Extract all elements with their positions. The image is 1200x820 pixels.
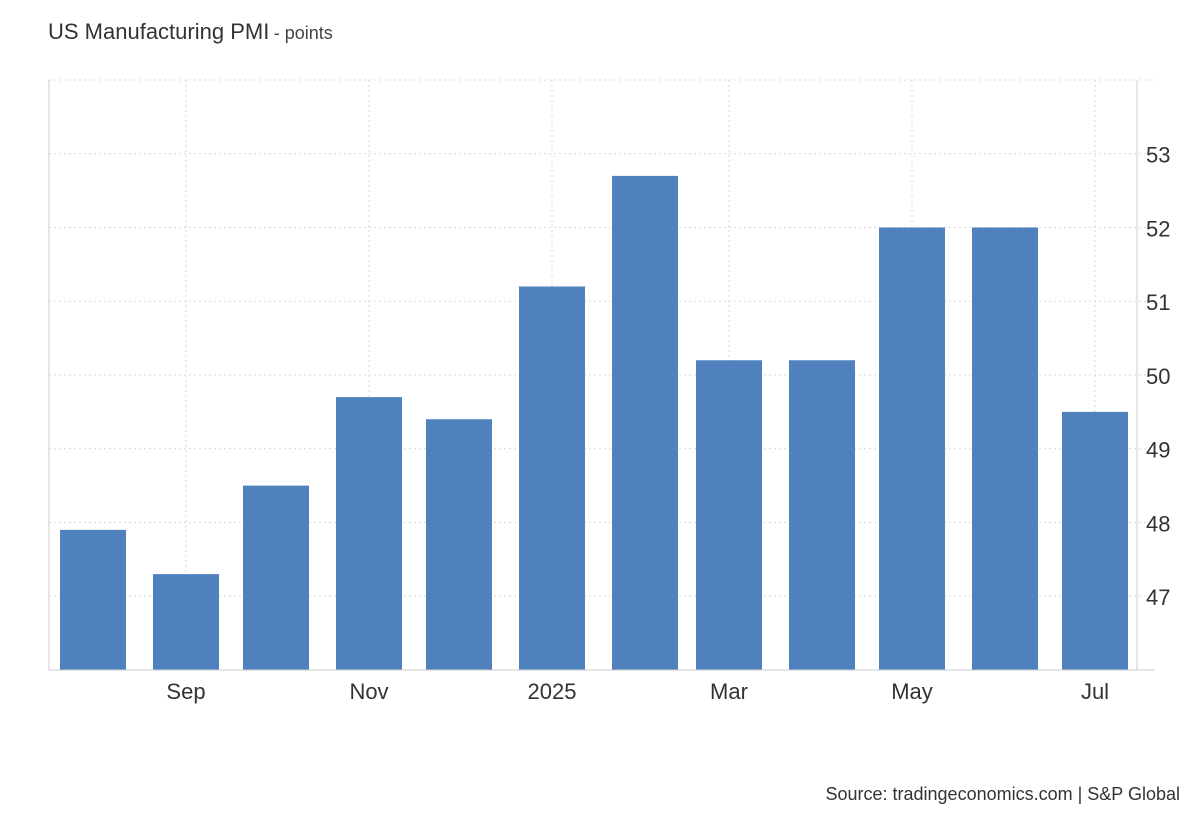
chart-header: US Manufacturing PMI - points (48, 19, 333, 45)
chart-unit-label: - points (273, 23, 333, 43)
x-tick-label: May (891, 679, 933, 704)
bar-2025-01 (519, 286, 585, 670)
x-tick-label: 2025 (528, 679, 577, 704)
y-tick-label: 49 (1146, 438, 1170, 463)
bar-layer (60, 175, 1128, 670)
bar-2024-08 (60, 529, 126, 670)
x-tick-label: Sep (166, 679, 205, 704)
y-tick-label: 51 (1146, 290, 1170, 315)
source-attribution: Source: tradingeconomics.com | S&P Globa… (825, 784, 1180, 804)
bar-2024-12 (426, 419, 492, 670)
bar-2025-07 (1062, 411, 1128, 670)
y-tick-label: 52 (1146, 216, 1170, 241)
x-tick-label: Mar (710, 679, 748, 704)
bar-2025-03 (696, 360, 762, 670)
bar-2024-09 (153, 574, 219, 670)
axis-layer (48, 80, 1155, 671)
y-tick-label: 48 (1146, 511, 1170, 536)
y-tick-label: 50 (1146, 364, 1170, 389)
x-tick-label: Nov (349, 679, 388, 704)
bar-2025-05 (879, 227, 945, 670)
bar-2024-10 (243, 485, 309, 670)
y-tick-label: 53 (1146, 143, 1170, 168)
bar-2025-06 (972, 227, 1038, 670)
label-layer: 47 48 49 50 51 52 53 Sep Nov 2025 Mar May Jul (166, 143, 1170, 704)
bar-2024-11 (336, 397, 402, 670)
x-tick-label: Jul (1081, 679, 1109, 704)
bar-2025-04 (789, 360, 855, 670)
pmi-bar-chart: 47 48 49 50 51 52 53 Sep Nov 2025 Mar May Jul (48, 79, 1170, 704)
y-tick-label: 47 (1146, 585, 1170, 610)
bar-2025-02 (612, 175, 678, 670)
chart-title: US Manufacturing PMI (48, 19, 270, 44)
